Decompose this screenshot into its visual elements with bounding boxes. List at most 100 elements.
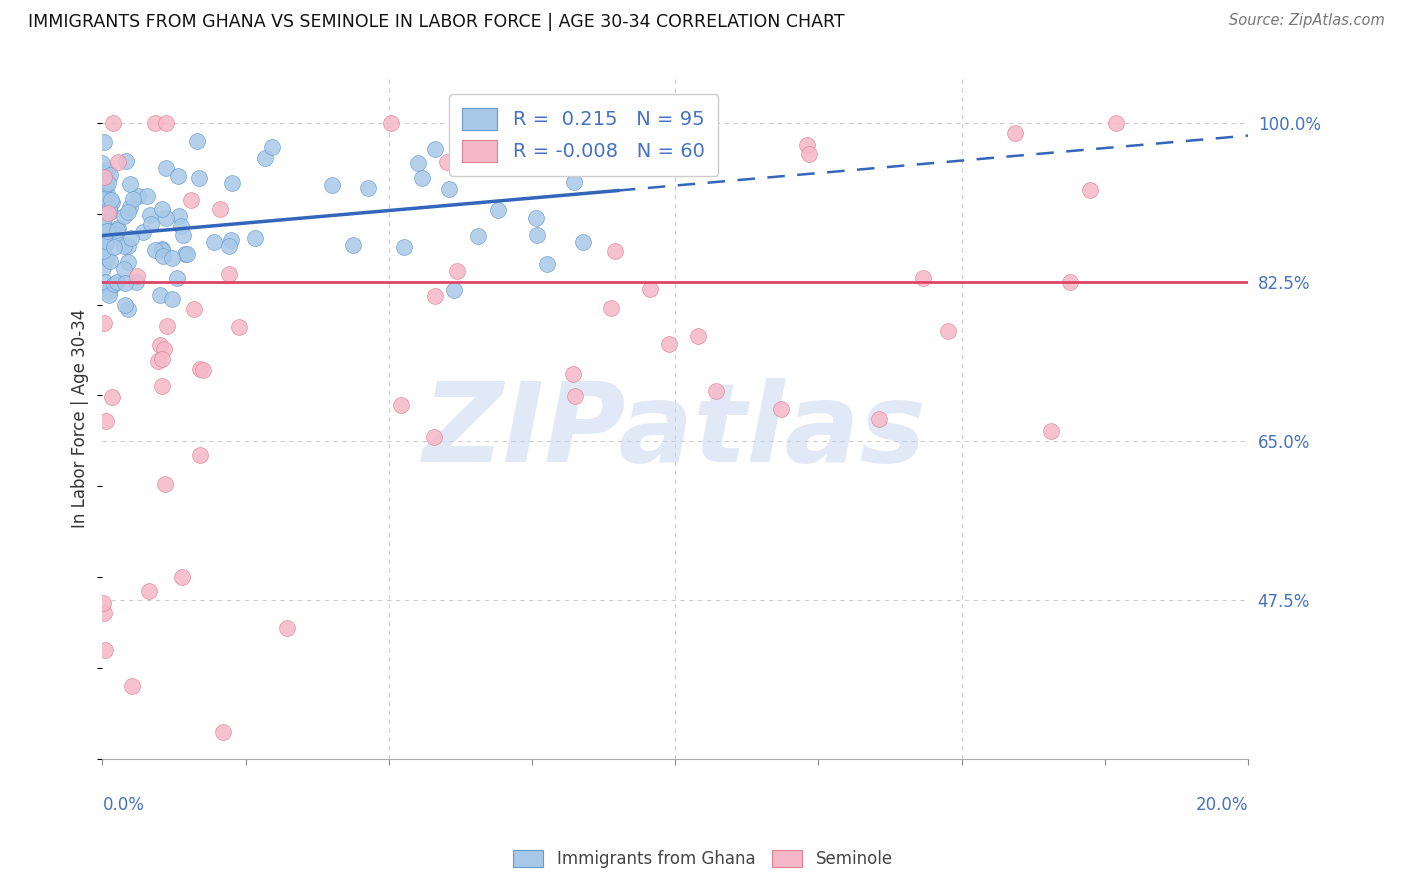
Point: [770, 402, 793, 417]
Point: [380, 116, 402, 130]
Point: [127, 268, 149, 283]
Point: [218, 267, 240, 281]
Point: [446, 263, 468, 277]
Point: [437, 182, 460, 196]
Point: [91, 192, 114, 206]
Text: ZIPatlas: ZIPatlas: [423, 378, 927, 485]
Point: [91, 156, 114, 170]
Point: [117, 238, 139, 252]
Point: [188, 362, 211, 376]
Point: [94, 642, 117, 657]
Point: [121, 679, 143, 693]
Point: [150, 378, 173, 392]
Point: [94, 178, 117, 193]
Point: [868, 411, 890, 425]
Legend: Immigrants from Ghana, Seminole: Immigrants from Ghana, Seminole: [506, 843, 900, 875]
Point: [186, 134, 208, 148]
Point: [93, 212, 115, 227]
Point: [262, 140, 284, 154]
Point: [150, 242, 173, 256]
Point: [120, 230, 142, 244]
Text: 20.0%: 20.0%: [1195, 797, 1249, 814]
Point: [254, 151, 277, 165]
Point: [485, 132, 508, 146]
Point: [389, 398, 412, 412]
Point: [96, 186, 118, 201]
Point: [112, 261, 135, 276]
Point: [160, 252, 183, 266]
Point: [93, 167, 115, 181]
Point: [1078, 183, 1101, 197]
Point: [93, 607, 115, 621]
Point: [117, 301, 139, 316]
Point: [276, 621, 298, 635]
Point: [103, 277, 125, 291]
Point: [101, 390, 124, 404]
Point: [105, 275, 128, 289]
Point: [1059, 275, 1081, 289]
Point: [114, 209, 136, 223]
Point: [228, 319, 250, 334]
Point: [107, 221, 129, 235]
Point: [797, 146, 820, 161]
Point: [132, 225, 155, 239]
Point: [117, 204, 139, 219]
Point: [191, 363, 214, 377]
Point: [564, 389, 586, 403]
Point: [139, 208, 162, 222]
Point: [96, 163, 118, 178]
Point: [392, 239, 415, 253]
Point: [97, 206, 120, 220]
Point: [107, 155, 129, 169]
Point: [98, 202, 121, 216]
Point: [112, 238, 135, 252]
Point: [936, 324, 959, 338]
Point: [143, 243, 166, 257]
Point: [149, 337, 172, 351]
Point: [176, 247, 198, 261]
Point: [152, 249, 174, 263]
Point: [114, 298, 136, 312]
Point: [686, 116, 709, 130]
Point: [93, 136, 115, 150]
Point: [160, 293, 183, 307]
Point: [208, 202, 231, 217]
Point: [638, 282, 661, 296]
Point: [96, 235, 118, 250]
Point: [1004, 126, 1026, 140]
Point: [1040, 424, 1063, 438]
Point: [96, 224, 118, 238]
Point: [411, 171, 433, 186]
Point: [150, 202, 173, 217]
Point: [166, 270, 188, 285]
Legend: R =  0.215   N = 95, R = -0.008   N = 60: R = 0.215 N = 95, R = -0.008 N = 60: [449, 94, 718, 176]
Point: [98, 205, 121, 219]
Point: [536, 257, 558, 271]
Point: [169, 209, 191, 223]
Point: [1105, 116, 1128, 130]
Point: [122, 192, 145, 206]
Point: [321, 178, 343, 192]
Point: [912, 270, 935, 285]
Point: [91, 214, 114, 228]
Point: [166, 169, 188, 183]
Point: [91, 596, 114, 610]
Point: [155, 161, 177, 176]
Point: [91, 260, 114, 275]
Point: [98, 285, 121, 299]
Point: [125, 275, 148, 289]
Point: [524, 211, 547, 226]
Point: [187, 171, 209, 186]
Point: [115, 154, 138, 169]
Point: [94, 414, 117, 428]
Y-axis label: In Labor Force | Age 30-34: In Labor Force | Age 30-34: [72, 309, 89, 528]
Point: [94, 235, 117, 249]
Point: [155, 211, 177, 225]
Point: [118, 177, 141, 191]
Point: [100, 193, 122, 207]
Point: [172, 227, 194, 242]
Point: [188, 448, 211, 462]
Point: [443, 283, 465, 297]
Point: [170, 219, 193, 234]
Point: [91, 230, 114, 244]
